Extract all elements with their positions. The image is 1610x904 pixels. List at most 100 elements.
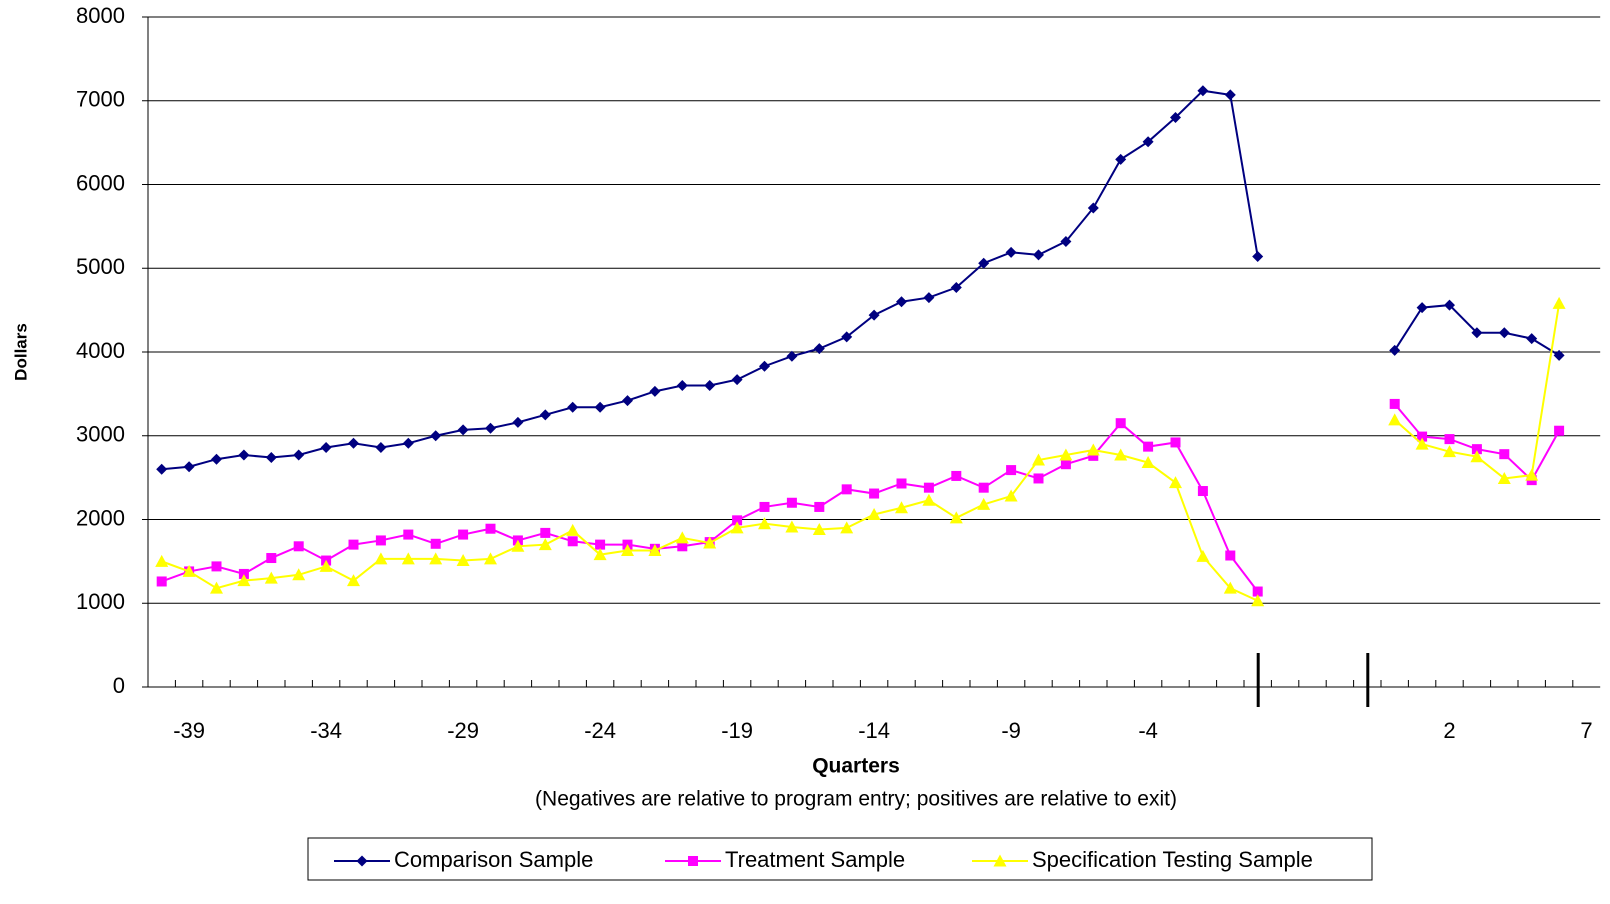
marker <box>840 521 854 534</box>
marker <box>951 470 962 481</box>
marker <box>594 401 606 413</box>
marker <box>566 523 580 536</box>
marker <box>1471 444 1482 455</box>
marker <box>648 543 662 556</box>
marker <box>265 452 277 464</box>
marker <box>1225 550 1236 561</box>
marker <box>1444 434 1455 445</box>
marker <box>1389 344 1401 356</box>
marker <box>1471 327 1483 339</box>
marker <box>211 561 222 572</box>
marker <box>458 529 469 540</box>
marker <box>1497 471 1511 484</box>
y-tick-label: 4000 <box>76 338 125 363</box>
y-tick-label: 8000 <box>76 3 125 28</box>
marker <box>688 856 698 866</box>
marker <box>429 552 443 565</box>
marker <box>1526 333 1538 345</box>
marker <box>812 523 826 536</box>
marker <box>593 548 607 561</box>
marker <box>211 453 222 465</box>
marker <box>540 527 551 538</box>
marker <box>1033 473 1044 484</box>
marker <box>1006 465 1017 476</box>
marker <box>1060 235 1072 247</box>
marker <box>649 385 661 397</box>
marker <box>1115 418 1126 429</box>
x-tick-label: -29 <box>447 718 479 743</box>
legend-box <box>307 837 1373 881</box>
y-axis-label: Dollars <box>11 323 30 381</box>
y-tick-label: 1000 <box>76 589 125 614</box>
marker <box>786 497 797 508</box>
marker <box>868 309 880 321</box>
marker <box>1170 112 1181 123</box>
marker <box>1114 448 1128 461</box>
y-tick-label: 2000 <box>76 505 125 530</box>
marker <box>1115 153 1127 165</box>
y-tick-label: 0 <box>113 673 125 698</box>
marker <box>430 430 442 442</box>
x-tick-label: 7 <box>1580 718 1592 743</box>
marker <box>348 539 359 550</box>
marker <box>1252 586 1263 597</box>
marker <box>1170 437 1181 448</box>
marker <box>155 554 169 567</box>
marker <box>1142 136 1154 148</box>
marker <box>1143 441 1154 452</box>
marker <box>922 493 936 506</box>
marker <box>1088 450 1099 461</box>
marker <box>813 343 825 355</box>
marker <box>293 541 304 552</box>
subtitle: (Negatives are relative to program entry… <box>535 788 1177 811</box>
marker <box>356 855 368 867</box>
marker <box>512 416 524 428</box>
marker <box>759 501 770 512</box>
marker <box>923 292 935 304</box>
marker <box>1552 296 1566 309</box>
marker <box>869 488 880 499</box>
marker <box>1004 489 1018 502</box>
marker <box>210 581 223 594</box>
marker <box>1444 299 1455 311</box>
marker <box>319 559 333 572</box>
marker <box>677 541 688 552</box>
x-tick-label: -4 <box>1138 718 1158 743</box>
x-tick-label: -34 <box>310 718 342 743</box>
marker <box>896 478 907 489</box>
marker <box>374 552 388 565</box>
marker <box>401 552 415 565</box>
marker <box>266 553 277 564</box>
marker <box>457 424 469 436</box>
marker <box>1416 302 1428 314</box>
marker <box>1087 202 1099 214</box>
y-tick-label: 7000 <box>76 87 125 112</box>
marker <box>292 568 306 581</box>
marker <box>1005 246 1017 258</box>
x-tick-label: -9 <box>1001 718 1021 743</box>
marker <box>950 282 962 294</box>
marker <box>1223 581 1237 594</box>
marker <box>1554 425 1565 436</box>
marker <box>402 437 414 449</box>
marker <box>675 531 689 544</box>
marker <box>485 422 496 434</box>
marker <box>1086 443 1100 456</box>
marker <box>814 501 825 512</box>
x-tick-label: -39 <box>173 718 205 743</box>
marker <box>1197 85 1209 97</box>
marker <box>238 568 249 579</box>
series-line <box>161 448 1259 602</box>
marker <box>595 539 606 550</box>
marker <box>430 538 441 549</box>
marker <box>1389 398 1400 409</box>
marker <box>895 501 908 514</box>
marker <box>841 331 853 343</box>
marker <box>348 437 359 449</box>
marker <box>456 554 470 567</box>
marker <box>264 571 278 584</box>
marker <box>1499 449 1510 460</box>
y-tick-label: 5000 <box>76 254 125 279</box>
marker <box>237 574 251 587</box>
marker <box>1251 594 1265 607</box>
